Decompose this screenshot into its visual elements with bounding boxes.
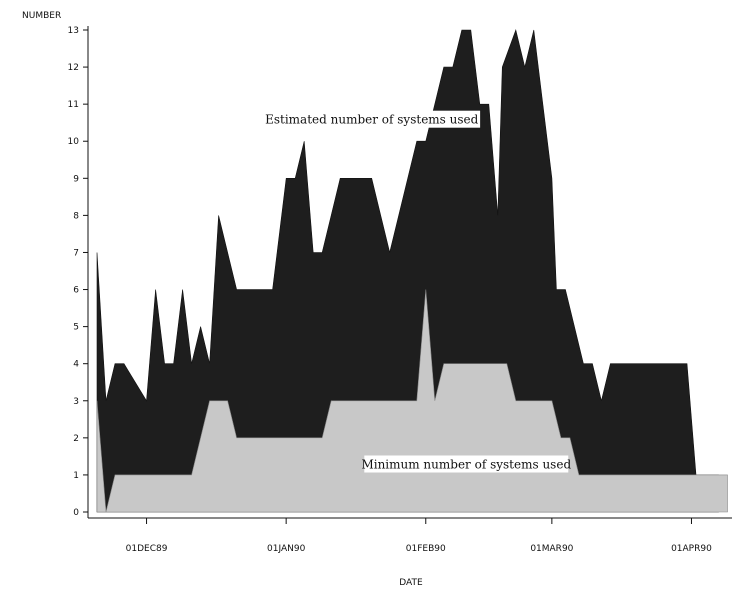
y-tick-label: 6 [73, 286, 79, 296]
x-tick-label: 01APR90 [671, 544, 712, 554]
annotation-background [364, 455, 569, 473]
x-tick-label: 01DEC89 [126, 544, 168, 554]
y-tick-label: 4 [73, 360, 79, 370]
y-tick-label: 1 [73, 471, 79, 481]
y-tick-label: 11 [68, 100, 79, 110]
y-tick-label: 13 [68, 26, 79, 36]
y-tick-label: 5 [73, 323, 79, 333]
x-tick-label: 01MAR90 [530, 544, 573, 554]
y-tick-label: 8 [73, 211, 79, 221]
x-tick-label: 01FEB90 [406, 544, 446, 554]
y-tick-label: 12 [68, 63, 79, 73]
annotation-background [263, 110, 481, 128]
y-tick-label: 3 [73, 397, 79, 407]
series-area-minimum [96, 289, 728, 513]
y-tick-label: 2 [73, 434, 79, 444]
annotation-label-minimum: Minimum number of systems used [361, 458, 571, 472]
annotation-label-estimated: Estimated number of systems used [265, 113, 479, 127]
series-area-estimated [96, 28, 719, 513]
y-tick-label: 9 [73, 174, 79, 184]
y-tick-label: 7 [73, 248, 79, 258]
x-tick-label: 01JAN90 [267, 544, 306, 554]
x-axis-title: DATE [399, 578, 423, 588]
y-axis-title: NUMBER [22, 11, 61, 21]
y-tick-label: 10 [68, 137, 80, 147]
series-layer [96, 28, 728, 513]
annotation-layer: Estimated number of systems used Minimum … [263, 110, 571, 473]
y-tick-label: 0 [73, 508, 79, 518]
